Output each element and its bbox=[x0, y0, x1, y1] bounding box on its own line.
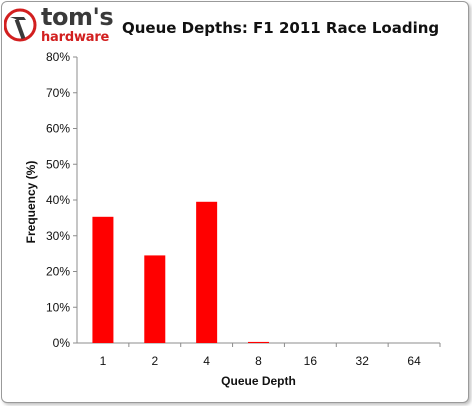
x-tick-label: 2 bbox=[151, 354, 158, 368]
y-axis-title: Frequency (%) bbox=[24, 161, 38, 244]
y-tick-label: 0% bbox=[53, 336, 71, 350]
chart-title: Queue Depths: F1 2011 Race Loading bbox=[122, 19, 440, 37]
bar bbox=[248, 341, 269, 343]
x-tick-label: 64 bbox=[407, 354, 421, 368]
y-tick-label: 80% bbox=[46, 50, 70, 64]
logo-brand-subtext: hardware bbox=[41, 30, 110, 45]
y-tick-label: 70% bbox=[46, 86, 70, 100]
logo-brand-text: tom's bbox=[41, 3, 114, 31]
y-tick-label: 60% bbox=[46, 122, 70, 136]
x-tick-label: 8 bbox=[255, 354, 262, 368]
x-tick-label: 16 bbox=[304, 354, 318, 368]
x-tick-label: 1 bbox=[100, 354, 107, 368]
y-tick-label: 40% bbox=[46, 193, 70, 207]
x-tick-label: 4 bbox=[203, 354, 210, 368]
bar bbox=[144, 255, 166, 343]
x-axis-title: Queue Depth bbox=[221, 374, 296, 388]
y-tick-label: 30% bbox=[46, 229, 70, 243]
y-tick-label: 50% bbox=[46, 157, 70, 171]
y-tick-label: 10% bbox=[46, 300, 70, 314]
toms-hardware-logo: tom's hardware bbox=[3, 3, 114, 49]
bar bbox=[196, 201, 218, 343]
y-tick-label: 20% bbox=[46, 265, 70, 279]
bar bbox=[92, 216, 114, 343]
x-tick-label: 32 bbox=[356, 354, 370, 368]
hammer-icon bbox=[3, 8, 37, 42]
